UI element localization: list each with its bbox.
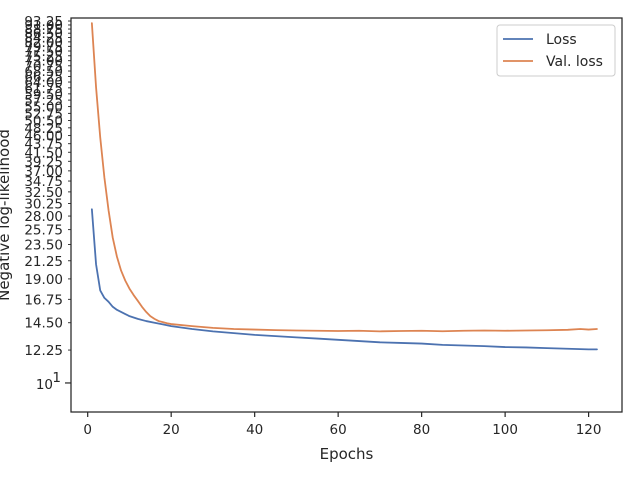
y-tick-label: 30.25 xyxy=(24,197,63,213)
y-axis-ticks: 12.25 14.50 16.75 19.00 21.2523.5025.7528.00… xyxy=(24,14,71,393)
y-tick-label: 32.50 xyxy=(24,185,63,201)
y-tick-label: 48.25 xyxy=(24,121,63,137)
x-tick-label: 0 xyxy=(83,422,92,438)
legend: Loss Val. loss xyxy=(496,24,616,77)
series-line-val-loss xyxy=(90,22,598,333)
y-tick-label: 64.00 xyxy=(24,75,63,91)
y-tick-label: 68.50 xyxy=(24,64,63,80)
y-tick-label: 19.00 xyxy=(24,272,63,288)
y-tick-label: 37.00 xyxy=(24,164,63,180)
y-tick-label: 93.25 xyxy=(24,14,63,30)
y-major-tick-exponent: 1 xyxy=(52,370,61,386)
y-tick-label: 12.25 xyxy=(24,343,63,359)
y-tick-label: 88.75 xyxy=(24,22,63,38)
x-tick-label: 40 xyxy=(246,422,263,438)
y-tick-label: 73.00 xyxy=(24,54,63,70)
y-major-tick-label: 10 xyxy=(36,377,53,393)
y-tick-label: 84.25 xyxy=(24,30,63,46)
y-tick-label: 91.00 xyxy=(24,18,63,34)
y-axis-label: Negative log-likelihood xyxy=(0,129,13,301)
y-tick-label: 50.50 xyxy=(24,113,63,129)
series-layer xyxy=(90,22,598,351)
y-tick-label: 25.75 xyxy=(24,223,63,239)
y-tick-label: 86.50 xyxy=(24,26,63,42)
y-tick-label: 57.25 xyxy=(24,93,63,109)
y-tick-label: 34.75 xyxy=(24,174,63,190)
y-tick-label: 77.50 xyxy=(24,44,63,60)
y-tick-label: 59.50 xyxy=(24,87,63,103)
y-tick-label: 52.75 xyxy=(24,106,63,122)
y-tick-label: 75.25 xyxy=(24,49,63,65)
x-axis-label: Epochs xyxy=(320,445,374,463)
x-tick-label: 60 xyxy=(330,422,347,438)
y-tick-label: 70.75 xyxy=(24,59,63,75)
series-line-loss xyxy=(90,208,598,351)
y-tick-label: 21.25 xyxy=(24,254,63,270)
x-tick-label: 120 xyxy=(576,422,602,438)
x-tick-label: 80 xyxy=(413,422,430,438)
y-tick-label: 61.75 xyxy=(24,81,63,97)
y-tick-label: 46.00 xyxy=(24,129,63,145)
legend-label-loss: Loss xyxy=(546,32,577,48)
y-tick-label: 16.75 xyxy=(24,292,63,308)
y-tick-label: 82.00 xyxy=(24,35,63,51)
y-tick-label: 79.75 xyxy=(24,39,63,55)
y-tick-label: 28.00 xyxy=(24,209,63,225)
y-tick-label: 55.00 xyxy=(24,100,63,116)
plot-area xyxy=(71,18,622,412)
legend-label-val-loss: Val. loss xyxy=(546,54,603,70)
x-tick-label: 20 xyxy=(163,422,180,438)
y-major-tick-base: 10 xyxy=(36,377,53,393)
y-tick-label: 39.25 xyxy=(24,154,63,170)
y-tick-label: 43.75 xyxy=(24,137,63,153)
y-tick-label: 14.50 xyxy=(24,316,63,332)
x-tick-label: 100 xyxy=(492,422,518,438)
y-tick-label: 66.25 xyxy=(24,69,63,85)
legend-box xyxy=(496,24,616,77)
y-tick-label: 23.50 xyxy=(24,237,63,253)
x-axis-ticks: 0 20 40 60 80 100 120 xyxy=(83,412,601,438)
y-tick-label: 41.50 xyxy=(24,145,63,161)
plot-frame xyxy=(70,17,623,413)
